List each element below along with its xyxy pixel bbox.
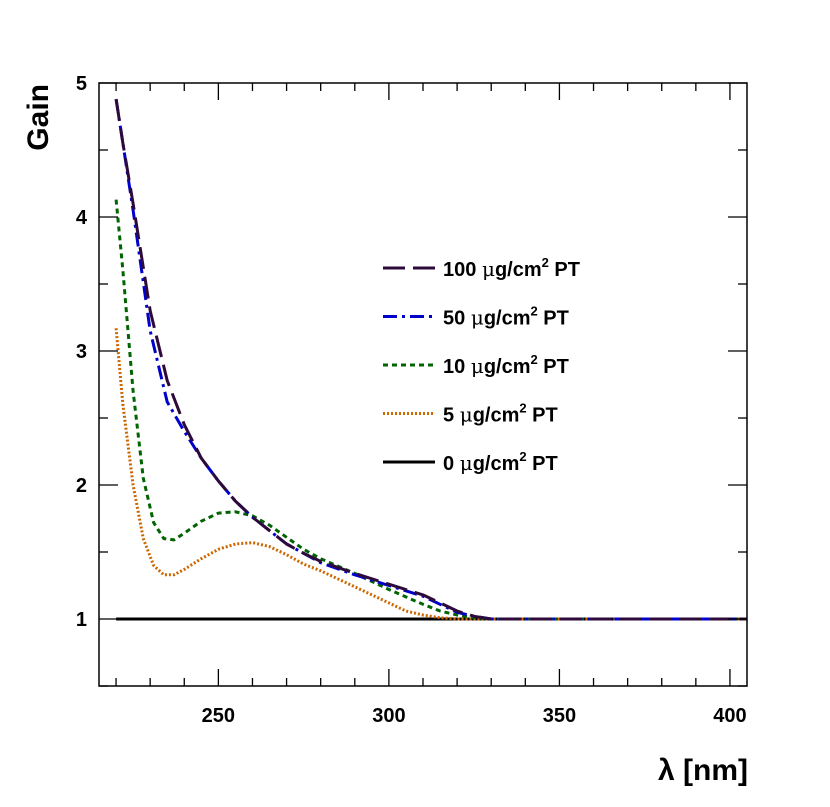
series-line (114, 98, 747, 621)
legend-label: 10 μg/cm2 PT (443, 352, 569, 378)
y-tick-label: 4 (76, 207, 88, 229)
axis-ticks (99, 82, 747, 687)
series-line (114, 98, 747, 621)
legend-label: 5 μg/cm2 PT (443, 401, 558, 427)
legend-label: 0 μg/cm2 PT (443, 449, 558, 475)
y-tick-label: 3 (76, 341, 87, 363)
y-axis-title: Gain (22, 84, 55, 151)
legend-label: 50 μg/cm2 PT (443, 304, 569, 330)
axis-tick-labels: 250 300 350 400 1 2 3 4 5 (76, 73, 747, 727)
series-line (114, 199, 747, 621)
x-tick-label: 400 (713, 705, 746, 727)
y-tick-label: 2 (76, 475, 87, 497)
x-tick-label: 300 (372, 705, 405, 727)
legend-label: 100 μg/cm2 PT (443, 255, 580, 281)
x-tick-label: 350 (543, 705, 576, 727)
y-tick-label: 5 (76, 73, 87, 95)
series-line (114, 328, 747, 621)
x-tick-label: 250 (202, 705, 235, 727)
y-tick-label: 1 (76, 609, 87, 631)
legend: 100 μg/cm2 PT 50 μg/cm2 PT 10 μg/cm2 PT 5 μ… (383, 255, 580, 475)
x-axis-title: λ [nm] (658, 754, 748, 787)
plot-curves (114, 98, 747, 621)
